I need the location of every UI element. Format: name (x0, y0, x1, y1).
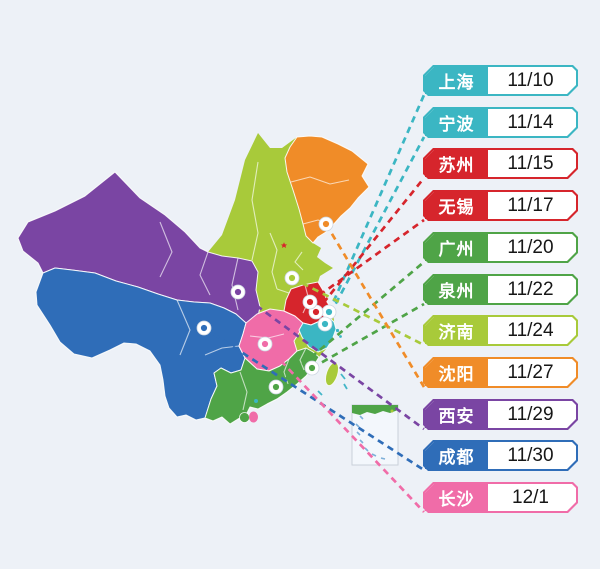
city-date-label: 泉州 11/22 (423, 274, 578, 305)
city-date: 11/15 (507, 152, 554, 174)
city-name: 宁波 (425, 109, 488, 136)
island-speck-zhoushan1 (335, 328, 340, 333)
city-marker (196, 320, 212, 336)
city-name: 西安 (425, 401, 488, 428)
city-markers (196, 216, 337, 395)
city-date-label: 苏州 11/15 (423, 148, 578, 179)
city-marker (321, 304, 337, 320)
inset-coast (352, 405, 398, 415)
city-date: 11/10 (507, 69, 554, 91)
city-marker (230, 284, 246, 300)
city-date-label: 沈阳 11/27 (423, 357, 578, 388)
city-date-label: 西安 11/29 (423, 399, 578, 430)
city-date: 11/29 (507, 403, 554, 425)
island-hainan (239, 412, 250, 423)
city-name: 泉州 (425, 276, 488, 303)
inset-nine-dash-line (355, 415, 386, 460)
city-name: 成都 (425, 442, 488, 469)
island-speck-zhoushan2 (339, 335, 342, 338)
city-date: 11/20 (507, 236, 554, 258)
city-date: 11/24 (507, 319, 554, 341)
connector-line (264, 343, 425, 513)
connector-lines (203, 94, 426, 513)
city-date: 11/14 (507, 111, 554, 133)
city-date-label: 济南 11/24 (423, 315, 578, 346)
city-marker (317, 316, 333, 332)
city-date: 11/27 (507, 361, 554, 383)
connector-line (314, 177, 426, 313)
island-speck-pink (249, 411, 258, 423)
city-name: 长沙 (425, 484, 488, 511)
city-date-label: 长沙 12/1 (423, 482, 578, 513)
connector-line (291, 276, 425, 347)
china-map (17, 133, 370, 425)
city-marker (268, 379, 284, 395)
city-date-label: 成都 11/30 (423, 440, 578, 471)
city-name: 苏州 (425, 150, 488, 177)
city-date: 11/22 (507, 278, 554, 300)
city-date: 12/1 (512, 486, 549, 508)
city-name: 无锡 (425, 192, 488, 219)
city-date-label: 无锡 11/17 (423, 190, 578, 221)
city-marker (257, 336, 273, 352)
south-china-sea-inset (351, 404, 399, 466)
city-marker (304, 360, 320, 376)
island-taiwan (325, 362, 339, 386)
inset-island-dot (390, 409, 394, 413)
city-marker (284, 270, 300, 286)
city-name: 济南 (425, 317, 488, 344)
connector-line (311, 302, 425, 370)
island-speck-teal-hk (254, 399, 258, 403)
city-date: 11/17 (507, 194, 554, 216)
beijing-star-icon (280, 242, 288, 248)
city-date: 11/30 (507, 444, 554, 466)
sea-dash-line (317, 373, 348, 396)
connector-line (323, 136, 426, 325)
city-name: 广州 (425, 234, 488, 261)
city-name: 上海 (425, 67, 488, 94)
connector-line (203, 326, 425, 472)
city-date-label: 宁波 11/14 (423, 107, 578, 138)
city-date-label: 广州 11/20 (423, 232, 578, 263)
connector-line (237, 290, 425, 431)
city-date-label: 上海 11/10 (423, 65, 578, 96)
city-name: 沈阳 (425, 359, 488, 386)
connector-line (275, 260, 425, 389)
connector-line (324, 223, 426, 388)
region-south-green (204, 347, 320, 425)
connector-line (309, 218, 425, 304)
city-marker (302, 294, 318, 310)
city-marker (318, 216, 334, 232)
